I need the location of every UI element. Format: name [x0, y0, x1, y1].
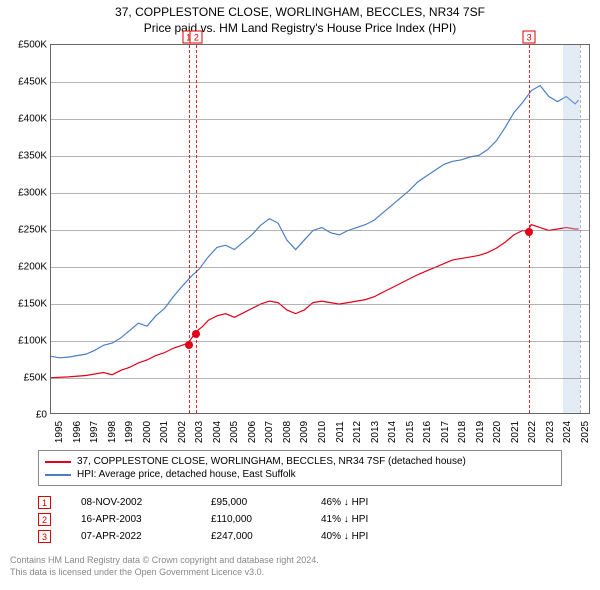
x-tick-label: 2004 [212, 421, 223, 443]
gridline [51, 119, 589, 120]
chart-titles: 37, COPPLESTONE CLOSE, WORLINGHAM, BECCL… [0, 0, 600, 36]
y-tick-label: £300K [3, 188, 47, 199]
x-tick-label: 2019 [475, 421, 486, 443]
sale-marker-dot [525, 228, 533, 236]
sale-index-box: 1 [38, 496, 51, 509]
sale-marker-line [189, 45, 190, 413]
footnote-line2: This data is licensed under the Open Gov… [10, 567, 319, 579]
x-tick-label: 2001 [159, 421, 170, 443]
legend-label: 37, COPPLESTONE CLOSE, WORLINGHAM, BECCL… [77, 456, 466, 467]
y-tick-label: £500K [3, 40, 47, 51]
chart-area: £0£50K£100K£150K£200K£250K£300K£350K£400… [50, 44, 590, 414]
legend: 37, COPPLESTONE CLOSE, WORLINGHAM, BECCL… [38, 450, 562, 486]
gridline [51, 193, 589, 194]
x-tick-label: 2017 [440, 421, 451, 443]
x-tick-label: 1997 [89, 421, 100, 443]
x-tick-label: 2008 [282, 421, 293, 443]
legend-row: 37, COPPLESTONE CLOSE, WORLINGHAM, BECCL… [45, 455, 555, 468]
gridline [51, 82, 589, 83]
legend-label: HPI: Average price, detached house, East… [77, 469, 296, 480]
gridline [51, 156, 589, 157]
sale-row: 1 08-NOV-2002 £95,000 46% ↓ HPI [38, 494, 411, 511]
x-tick-label: 2016 [422, 421, 433, 443]
sales-table: 1 08-NOV-2002 £95,000 46% ↓ HPI 2 16-APR-2003… [38, 494, 411, 545]
sale-date: 07-APR-2022 [81, 531, 181, 542]
sale-marker-box: 3 [523, 31, 536, 44]
sale-row: 3 07-APR-2022 £247,000 40% ↓ HPI [38, 528, 411, 545]
legend-swatch [45, 461, 71, 463]
x-tick-label: 1996 [72, 421, 83, 443]
x-tick-label: 2012 [352, 421, 363, 443]
gridline [51, 304, 589, 305]
title-sub: Price paid vs. HM Land Registry's House … [0, 20, 600, 36]
gridline [51, 267, 589, 268]
sale-row: 2 16-APR-2003 £110,000 41% ↓ HPI [38, 511, 411, 528]
gridline [51, 341, 589, 342]
x-tick-label: 2022 [527, 421, 538, 443]
x-tick-label: 2023 [545, 421, 556, 443]
sale-price: £110,000 [211, 514, 291, 525]
sale-relative: 41% ↓ HPI [321, 514, 411, 525]
x-tick-label: 1995 [54, 421, 65, 443]
y-tick-label: £50K [3, 373, 47, 384]
shade-band [563, 45, 581, 413]
sale-date: 08-NOV-2002 [81, 497, 181, 508]
footnote-line1: Contains HM Land Registry data © Crown c… [10, 555, 319, 567]
y-tick-label: £150K [3, 299, 47, 310]
chart-svg [51, 45, 589, 413]
x-tick-label: 2005 [229, 421, 240, 443]
y-tick-label: £450K [3, 77, 47, 88]
y-tick-label: £250K [3, 225, 47, 236]
y-tick-label: £400K [3, 114, 47, 125]
series-property [51, 225, 579, 378]
footnote: Contains HM Land Registry data © Crown c… [10, 555, 319, 578]
x-tick-label: 2025 [580, 421, 591, 443]
y-tick-label: £0 [3, 410, 47, 421]
sale-date: 16-APR-2003 [81, 514, 181, 525]
x-tick-label: 2003 [194, 421, 205, 443]
x-tick-label: 2002 [177, 421, 188, 443]
x-tick-label: 2011 [335, 421, 346, 443]
x-tick-label: 1998 [107, 421, 118, 443]
series-hpi [51, 85, 579, 357]
sale-marker-line [196, 45, 197, 413]
x-tick-label: 1999 [124, 421, 135, 443]
last-data-line [580, 45, 581, 413]
y-tick-label: £350K [3, 151, 47, 162]
y-tick-label: £100K [3, 336, 47, 347]
x-tick-label: 2000 [142, 421, 153, 443]
sale-price: £95,000 [211, 497, 291, 508]
sale-price: £247,000 [211, 531, 291, 542]
x-tick-label: 2013 [370, 421, 381, 443]
x-tick-label: 2014 [387, 421, 398, 443]
sale-index-box: 2 [38, 513, 51, 526]
sale-marker-dot [185, 341, 193, 349]
x-tick-label: 2009 [299, 421, 310, 443]
y-tick-label: £200K [3, 262, 47, 273]
x-tick-label: 2021 [510, 421, 521, 443]
plot: £0£50K£100K£150K£200K£250K£300K£350K£400… [50, 44, 590, 414]
sale-relative: 40% ↓ HPI [321, 531, 411, 542]
sale-marker-box: 2 [190, 31, 203, 44]
x-tick-label: 2015 [405, 421, 416, 443]
x-tick-label: 2020 [492, 421, 503, 443]
sale-index-box: 3 [38, 530, 51, 543]
gridline [51, 230, 589, 231]
x-tick-label: 2024 [562, 421, 573, 443]
x-tick-label: 2018 [457, 421, 468, 443]
legend-swatch [45, 474, 71, 476]
legend-row: HPI: Average price, detached house, East… [45, 468, 555, 481]
x-tick-label: 2007 [264, 421, 275, 443]
x-tick-label: 2006 [247, 421, 258, 443]
gridline [51, 378, 589, 379]
sale-relative: 46% ↓ HPI [321, 497, 411, 508]
sale-marker-dot [192, 330, 200, 338]
x-tick-label: 2010 [317, 421, 328, 443]
title-main: 37, COPPLESTONE CLOSE, WORLINGHAM, BECCL… [0, 4, 600, 20]
